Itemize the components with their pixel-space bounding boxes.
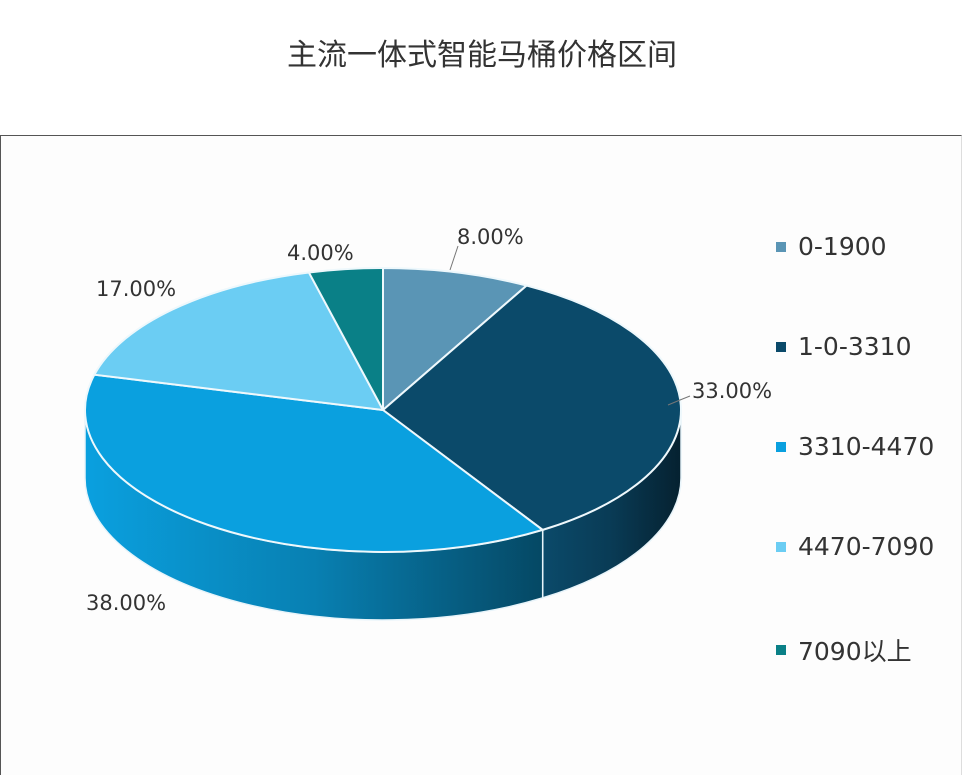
- legend-item: 1-0-3310: [776, 332, 911, 361]
- legend-item: 7090以上: [776, 632, 912, 668]
- data-label: 17.00%: [96, 277, 176, 301]
- legend-label: 0-1900: [798, 232, 887, 261]
- data-label: 33.00%: [692, 379, 772, 403]
- legend-label: 3310-4470: [798, 432, 935, 461]
- legend-swatch: [776, 645, 786, 655]
- legend-swatch: [776, 241, 786, 252]
- legend-swatch: [776, 541, 786, 552]
- pie-slice-1-0-3310[interactable]: [381, 284, 682, 531]
- pie-slice-0-1900[interactable]: [382, 266, 529, 413]
- legend-label: 7090以上: [798, 637, 912, 666]
- chart-title: 主流一体式智能马桶价格区间: [287, 38, 677, 73]
- legend-label: 1-0-3310: [798, 332, 912, 361]
- legend-item: 3310-4470: [776, 432, 934, 461]
- legend-swatch: [776, 341, 786, 352]
- pie-slice-3310-4470[interactable]: [84, 373, 545, 553]
- pie-slice-4470-7090[interactable]: [92, 271, 385, 412]
- legend-item: 4470-7090: [776, 532, 934, 561]
- legend-swatch: [776, 441, 786, 452]
- data-label: 8.00%: [457, 225, 524, 249]
- leader-line: [667, 395, 691, 406]
- leader-line: [449, 245, 459, 271]
- data-label: 4.00%: [287, 241, 354, 265]
- legend-item: 0-1900: [776, 232, 887, 261]
- legend-label: 4470-7090: [798, 532, 935, 561]
- pie-slice-7090以上[interactable]: [307, 266, 384, 411]
- data-label: 38.00%: [86, 591, 166, 615]
